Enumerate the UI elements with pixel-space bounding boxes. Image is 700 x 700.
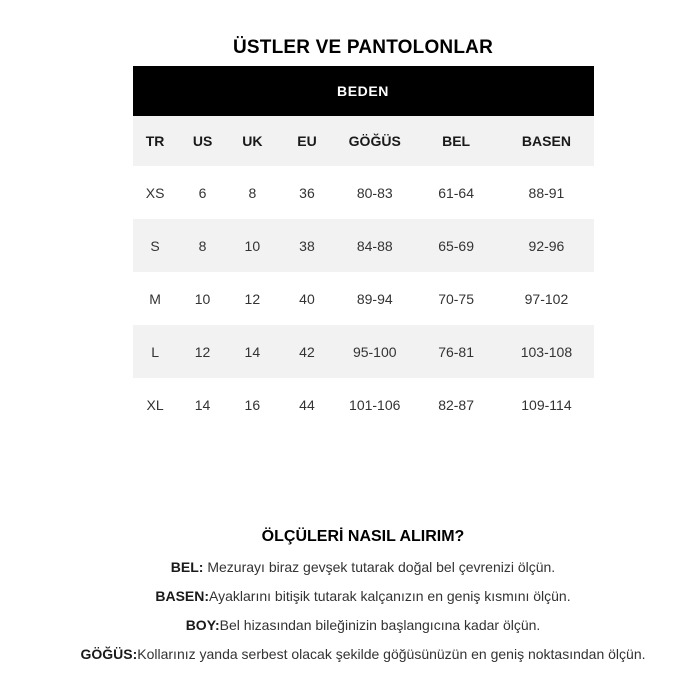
table-cell: 82-87 <box>438 396 474 413</box>
table-cell: 95-100 <box>352 343 397 360</box>
table-row-m: M 10 12 40 89-94 70-75 97-102 <box>132 272 594 325</box>
table-cell: 42 <box>299 343 315 360</box>
table-cell: L <box>151 343 159 360</box>
table-cell: 12 <box>194 343 211 360</box>
guide-item-gogus: GÖĞÜS:Kollarınız yanda serbest olacak şe… <box>26 646 700 662</box>
guide-item-label: GÖĞÜS: <box>80 646 138 662</box>
table-cell: 40 <box>299 290 315 307</box>
column-header-gogus: GÖĞÜS <box>348 133 401 149</box>
column-header-uk: UK <box>242 133 263 149</box>
table-cell: 97-102 <box>524 290 569 307</box>
table-cell: M <box>149 290 161 307</box>
table-cell: 109-114 <box>521 396 572 413</box>
guide-item-label: BEL: <box>170 559 204 575</box>
guide-item-label: BASEN: <box>155 588 210 604</box>
table-cell: XS <box>145 184 165 201</box>
page-content: ÜSTLER VE PANTOLONLAR BEDEN TR US UK EU … <box>26 0 700 662</box>
column-header-us: US <box>192 133 213 149</box>
table-row-xl: XL 14 16 44 101-106 82-87 109-114 <box>132 378 594 431</box>
table-cell: 61-64 <box>438 184 474 201</box>
measurement-guide: ÖLÇÜLERİ NASIL ALIRIM? BEL: Mezurayı bir… <box>26 527 700 662</box>
table-cell: 103-108 <box>520 343 573 360</box>
table-cell: 10 <box>244 237 261 254</box>
table-cell: 36 <box>299 184 315 201</box>
guide-item-text: Ayaklarını bitişik tutarak kalçanızın en… <box>209 588 571 604</box>
table-cell: 8 <box>198 237 207 254</box>
table-cell: 44 <box>299 396 315 413</box>
table-row-s: S 8 10 38 84-88 65-69 92-96 <box>132 219 594 272</box>
table-row-xs: XS 6 8 36 80-83 61-64 88-91 <box>132 166 594 219</box>
table-cell: 88-91 <box>528 184 565 201</box>
table-cell: 101-106 <box>349 396 401 413</box>
beden-banner: BEDEN <box>132 66 594 116</box>
table-cell: 12 <box>244 290 261 307</box>
guide-item-text: Mezurayı biraz gevşek tutarak doğal bel … <box>203 559 556 575</box>
table-cell: 8 <box>248 184 257 201</box>
column-header-bel: BEL <box>442 133 471 149</box>
guide-item-bel: BEL: Mezurayı biraz gevşek tutarak doğal… <box>26 559 700 575</box>
guide-heading: ÖLÇÜLERİ NASIL ALIRIM? <box>261 528 465 545</box>
guide-item-label: BOY: <box>185 617 220 633</box>
table-cell: 10 <box>194 290 211 307</box>
table-cell: S <box>150 237 160 254</box>
column-header-eu: EU <box>297 133 317 149</box>
table-cell: 38 <box>299 237 315 254</box>
table-cell: 70-75 <box>438 290 474 307</box>
table-cell: XL <box>146 396 164 413</box>
size-table: BEDEN TR US UK EU GÖĞÜS BEL BASEN XS 6 8… <box>132 66 594 431</box>
table-cell: 14 <box>194 396 211 413</box>
table-cell: 89-94 <box>356 290 393 307</box>
size-table-body: XS 6 8 36 80-83 61-64 88-91 S 8 10 38 84… <box>132 166 594 431</box>
guide-item-text: Kollarınız yanda serbest olacak şekilde … <box>137 646 646 662</box>
table-cell: 84-88 <box>356 237 393 254</box>
table-row-l: L 12 14 42 95-100 76-81 103-108 <box>132 325 594 378</box>
guide-item-boy: BOY:Bel hizasından bileğinizin başlangıc… <box>26 617 700 633</box>
table-cell: 76-81 <box>438 343 474 360</box>
table-cell: 65-69 <box>438 237 474 254</box>
table-cell: 16 <box>244 396 261 413</box>
page-title: ÜSTLER VE PANTOLONLAR <box>232 37 493 58</box>
column-header-basen: BASEN <box>521 133 571 149</box>
table-cell: 92-96 <box>528 237 565 254</box>
table-cell: 14 <box>244 343 261 360</box>
table-cell: 6 <box>198 184 207 201</box>
column-header-row: TR US UK EU GÖĞÜS BEL BASEN <box>132 116 594 166</box>
guide-item-basen: BASEN:Ayaklarını bitişik tutarak kalçanı… <box>26 588 700 604</box>
column-header-tr: TR <box>145 133 165 149</box>
table-cell: 80-83 <box>356 184 393 201</box>
guide-item-text: Bel hizasından bileğinizin başlangıcına … <box>219 617 541 633</box>
